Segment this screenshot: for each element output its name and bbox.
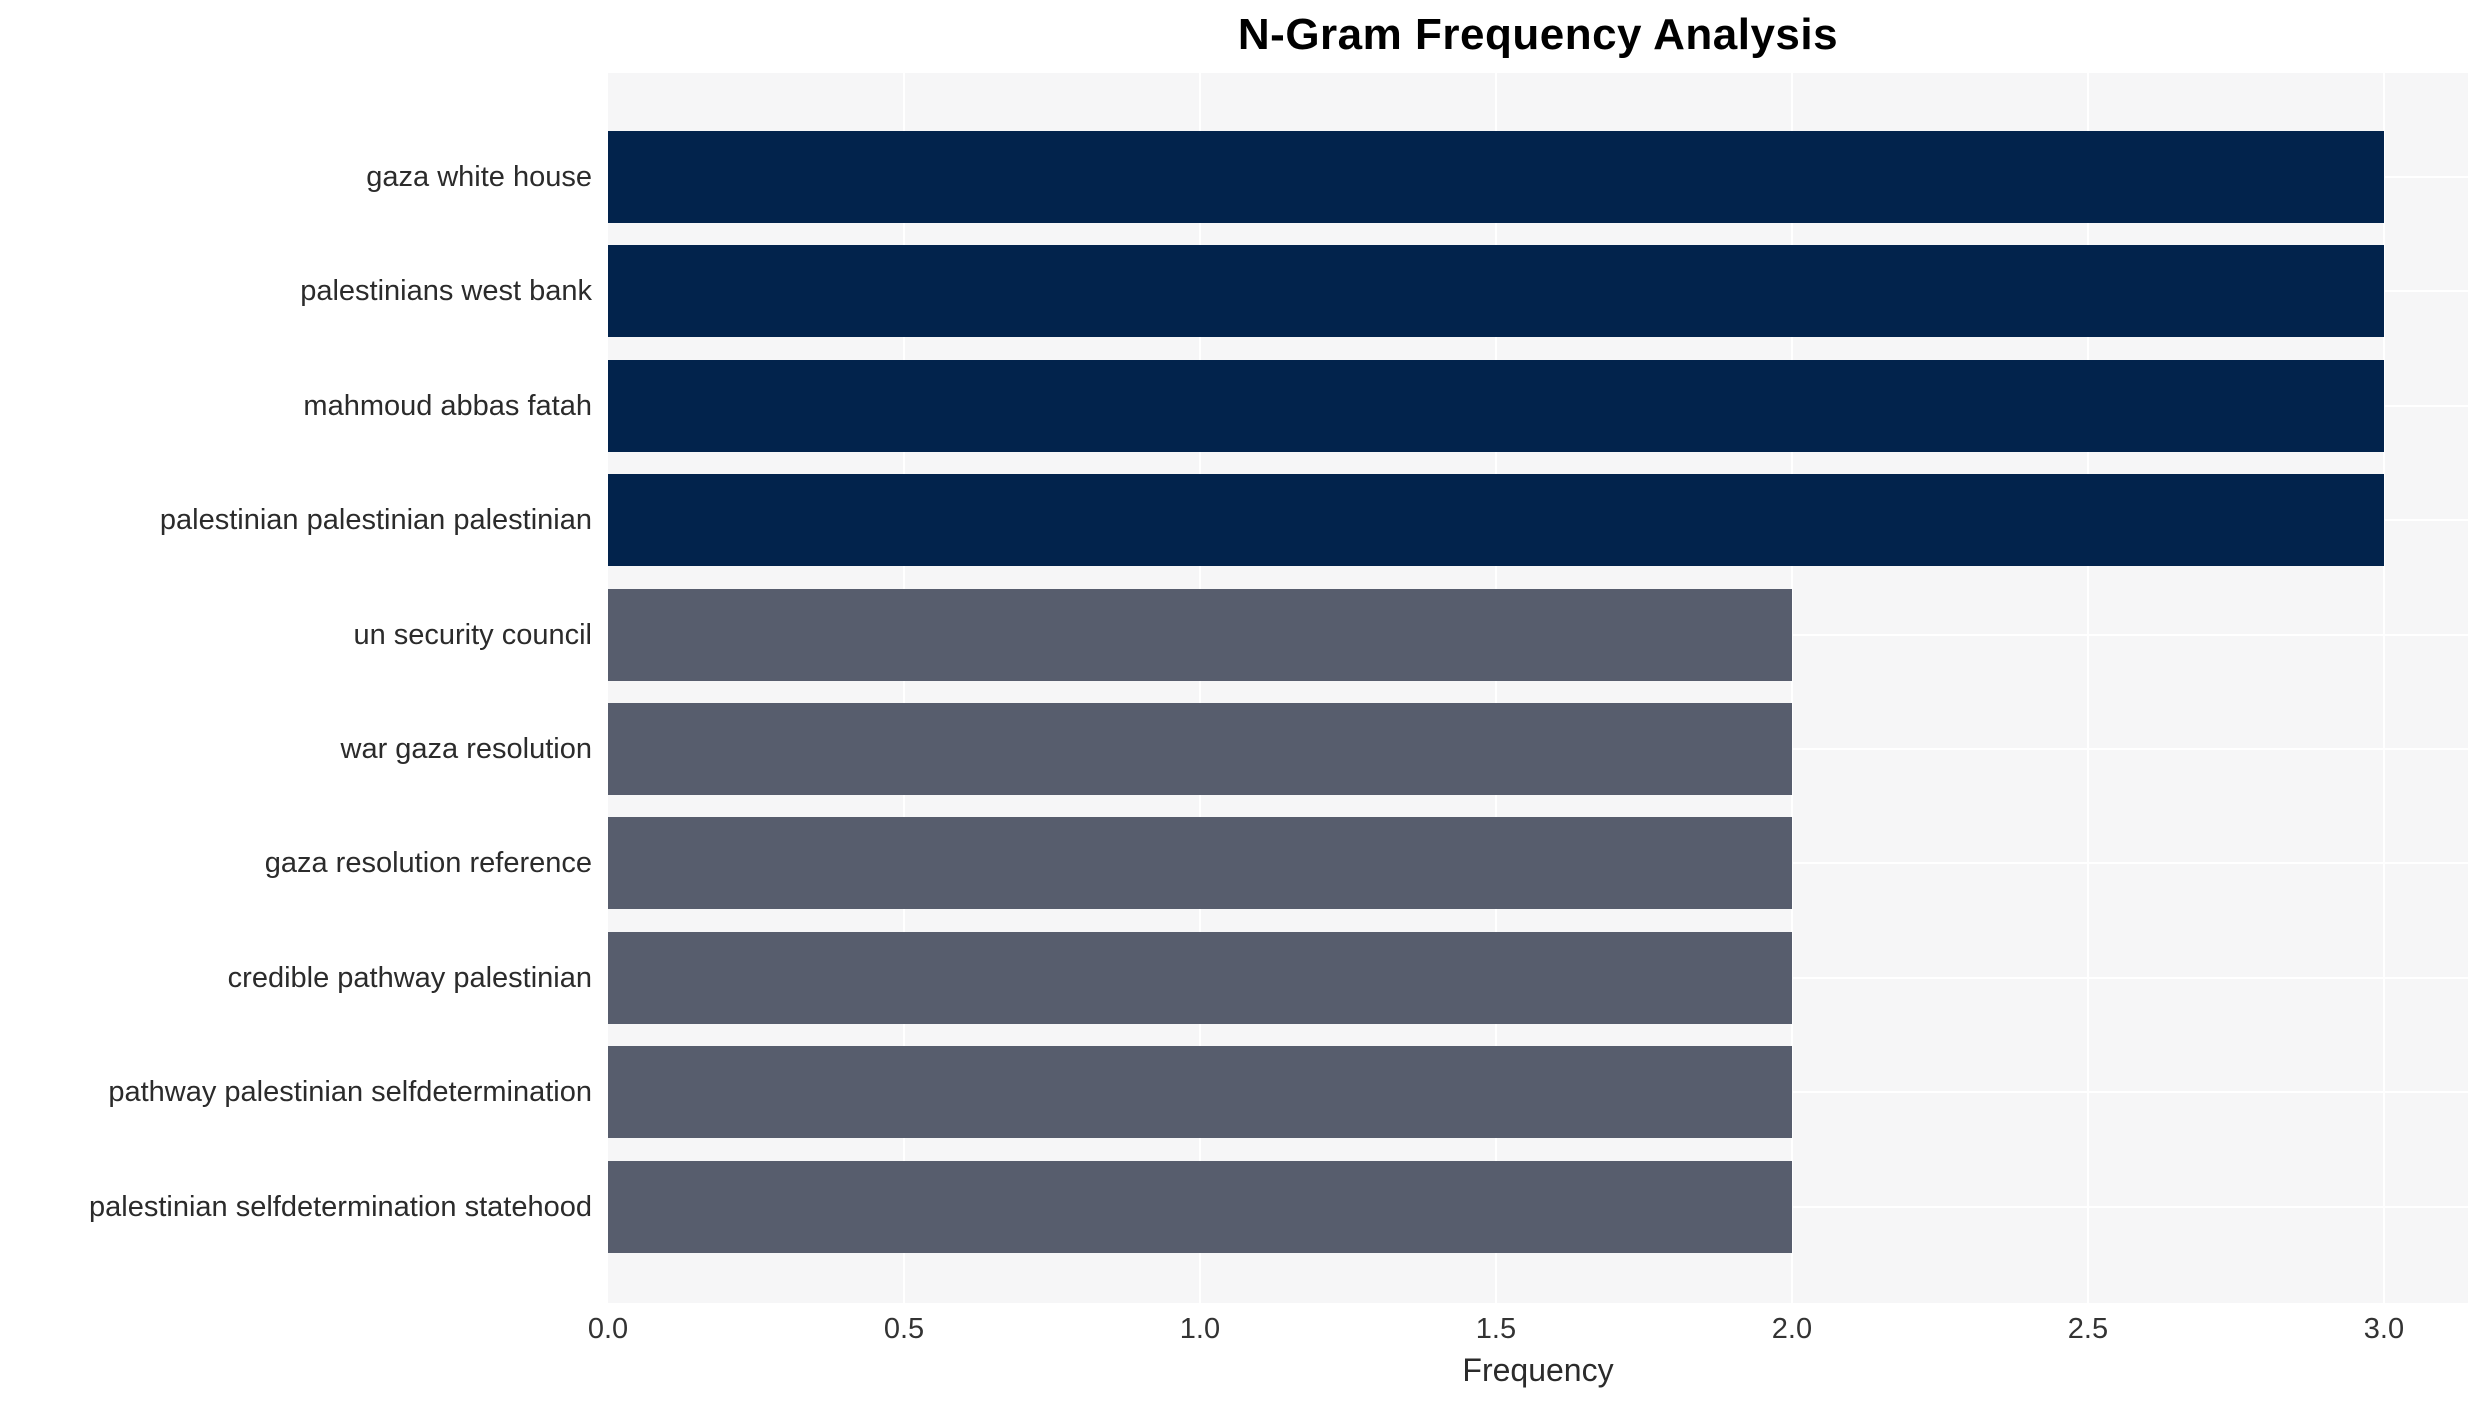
x-gridline (1790, 73, 1793, 1303)
bar-war-gaza-resolution (608, 703, 1792, 795)
bar-credible-pathway-palestinian (608, 931, 1792, 1024)
x-gridline (2086, 73, 2089, 1303)
category-label: mahmoud abbas fatah (303, 389, 592, 422)
bar-un-security-council (608, 588, 1792, 681)
bar-gaza-white-house (608, 131, 2384, 223)
bar-palestinian-selfdetermination-statehood (608, 1160, 1792, 1253)
plot-area (608, 73, 2468, 1303)
x-gridline (1494, 73, 1497, 1303)
bar-palestinian-palestinian-palestinian (608, 474, 2384, 567)
x-gridline (902, 73, 905, 1303)
category-label: un security council (353, 618, 592, 651)
x-tick-label: 0.5 (883, 1313, 925, 1345)
x-tick-label: 1.0 (1179, 1313, 1221, 1345)
category-label: palestinians west bank (300, 275, 592, 308)
y-axis-category-labels: gaza white house palestinians west bank ma… (0, 0, 598, 1402)
category-label: gaza resolution reference (264, 847, 592, 880)
bar-gaza-resolution-reference (608, 817, 1792, 910)
x-gridline (2382, 73, 2385, 1303)
x-tick-label: 1.5 (1475, 1313, 1517, 1345)
bar-pathway-palestinian-selfdetermination (608, 1046, 1792, 1139)
category-label: credible pathway palestinian (227, 961, 592, 994)
x-gridline (1198, 73, 1201, 1303)
bar-palestinians-west-bank (608, 245, 2384, 338)
x-tick-label: 2.5 (2067, 1313, 2109, 1345)
category-label: war gaza resolution (340, 733, 592, 765)
x-axis-title: Frequency (1462, 1352, 1614, 1388)
x-tick-label: 2.0 (1771, 1313, 1813, 1345)
x-tick-label: 3.0 (2363, 1313, 2405, 1345)
category-label: palestinian selfdetermination statehood (89, 1190, 592, 1223)
chart-title: N-Gram Frequency Analysis (1237, 10, 1839, 59)
x-tick-label: 0.0 (587, 1313, 629, 1345)
bar-mahmoud-abbas-fatah (608, 359, 2384, 452)
category-label: gaza white house (366, 161, 592, 193)
category-label: palestinian palestinian palestinian (159, 504, 592, 537)
category-label: pathway palestinian selfdetermination (108, 1076, 592, 1109)
